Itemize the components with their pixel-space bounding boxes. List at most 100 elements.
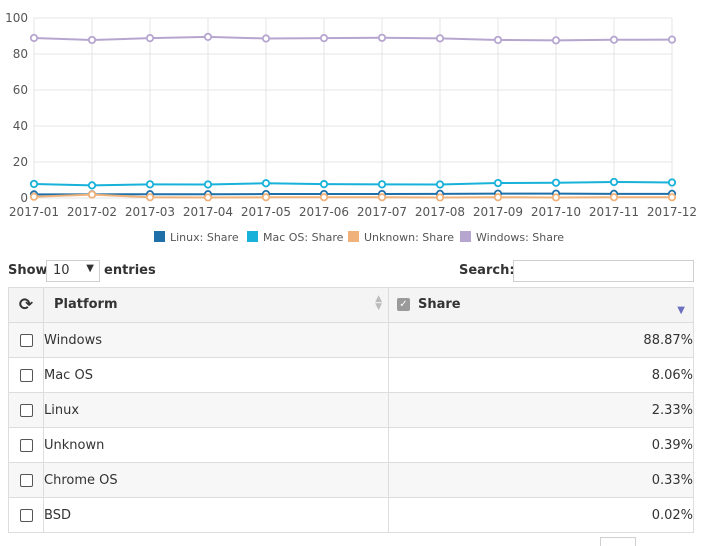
data-point[interactable] (261, 193, 271, 202)
data-point[interactable] (29, 192, 39, 201)
table-row[interactable]: Windows 88.87% (8, 322, 694, 358)
data-point[interactable] (203, 32, 213, 42)
data-point[interactable] (319, 180, 329, 189)
x-tick-label: 2017-07 (357, 205, 407, 219)
series-line (33, 35, 673, 42)
data-point[interactable] (609, 193, 619, 202)
table-row[interactable]: Mac OS 8.06% (8, 357, 694, 393)
row-checkbox[interactable] (19, 508, 33, 522)
column-header-share[interactable]: ✓ Share ▼ (388, 287, 694, 323)
x-tick-label: 2017-04 (183, 205, 233, 219)
search-input[interactable] (513, 260, 694, 282)
y-tick-label: 60 (13, 83, 28, 97)
data-point[interactable] (145, 34, 155, 43)
table-row[interactable]: Unknown 0.39% (8, 427, 694, 463)
entries-label: entries (104, 263, 156, 278)
data-point[interactable] (667, 193, 677, 202)
legend-swatch (154, 231, 165, 242)
row-checkbox[interactable] (19, 368, 33, 382)
data-point[interactable] (667, 35, 677, 44)
data-point[interactable] (551, 193, 561, 202)
data-point[interactable] (203, 180, 213, 189)
x-tick-label: 2017-12 (647, 205, 697, 219)
data-point[interactable] (377, 33, 387, 42)
y-tick-label: 80 (13, 47, 28, 61)
x-axis-ticks: 2017-01 2017-02 2017-03 2017-04 2017-05 2017-… (9, 205, 697, 219)
data-point[interactable] (609, 35, 619, 44)
search-label: Search: (459, 263, 515, 278)
data-point[interactable] (145, 193, 155, 202)
legend-item[interactable]: Windows: Share (460, 231, 564, 244)
legend-item[interactable]: Linux: Share (154, 231, 239, 244)
legend-item[interactable]: Mac OS: Share (247, 231, 344, 244)
row-checkbox[interactable] (19, 333, 33, 347)
data-point[interactable] (435, 34, 445, 43)
refresh-button[interactable]: ⟳ (8, 287, 44, 323)
series-windows-share (29, 32, 677, 45)
table-row[interactable]: Chrome OS 0.33% (8, 462, 694, 498)
y-tick-label: 0 (20, 191, 28, 205)
data-point[interactable] (377, 193, 387, 202)
data-point[interactable] (551, 178, 561, 187)
data-point[interactable] (493, 35, 503, 45)
chevron-down-icon: ▼ (86, 263, 94, 274)
data-point[interactable] (377, 180, 387, 189)
data-point[interactable] (667, 178, 677, 187)
platform-cell: Unknown (43, 427, 389, 463)
data-point[interactable] (551, 36, 561, 45)
data-point[interactable] (493, 193, 503, 202)
x-tick-label: 2017-01 (9, 205, 59, 219)
legend-swatch (460, 231, 471, 242)
data-point[interactable] (203, 193, 213, 202)
table-row[interactable]: BSD 0.02% (8, 497, 694, 533)
y-tick-label: 20 (13, 155, 28, 169)
chart-legend: Linux: Share Mac OS: Share Unknown: Share W… (154, 231, 564, 244)
table-controls: Show 10 ▼ entries Search: (8, 260, 694, 282)
legend-label: Mac OS: Share (263, 231, 344, 244)
data-point[interactable] (435, 180, 445, 189)
data-point[interactable] (87, 35, 97, 45)
data-point[interactable] (87, 190, 97, 199)
show-label: Show (8, 263, 48, 278)
column-header-platform[interactable]: Platform ▲ ▼ (43, 287, 389, 323)
legend-item[interactable]: Unknown: Share (348, 231, 454, 244)
legend-swatch (348, 231, 359, 242)
platform-header-label: Platform (54, 297, 118, 312)
data-point[interactable] (319, 34, 329, 43)
entries-length-select[interactable]: 10 ▼ (46, 260, 100, 282)
x-tick-label: 2017-11 (589, 205, 639, 219)
share-column-checkbox[interactable]: ✓ (397, 298, 410, 311)
data-point[interactable] (493, 178, 503, 188)
share-cell: 8.06% (388, 357, 694, 393)
series-mac-os-share (29, 177, 677, 190)
platform-cell: Chrome OS (43, 462, 389, 498)
x-tick-label: 2017-05 (241, 205, 291, 219)
data-point[interactable] (609, 177, 619, 187)
share-cell: 2.33% (388, 392, 694, 428)
series-line (33, 193, 672, 199)
share-header-label: Share (418, 297, 461, 312)
row-checkbox[interactable] (19, 403, 33, 417)
y-axis-ticks: 0 20 40 60 80 100 (5, 11, 28, 205)
legend-label: Windows: Share (476, 231, 564, 244)
data-point[interactable] (261, 179, 271, 188)
legend-label: Linux: Share (170, 231, 239, 244)
data-point[interactable] (435, 193, 445, 202)
data-point[interactable] (29, 33, 39, 43)
chart-series (29, 32, 677, 202)
legend-swatch (247, 231, 258, 242)
data-point[interactable] (319, 193, 329, 202)
data-point[interactable] (261, 34, 271, 43)
x-tick-label: 2017-10 (531, 205, 581, 219)
row-checkbox[interactable] (19, 473, 33, 487)
data-point[interactable] (29, 179, 39, 189)
data-point[interactable] (87, 181, 97, 190)
data-point[interactable] (145, 180, 155, 189)
table-row[interactable]: Linux 2.33% (8, 392, 694, 428)
x-tick-label: 2017-08 (415, 205, 465, 219)
y-tick-label: 40 (13, 119, 28, 133)
sort-desc-icon: ▼ (677, 305, 685, 316)
row-checkbox[interactable] (19, 438, 33, 452)
share-cell: 0.33% (388, 462, 694, 498)
